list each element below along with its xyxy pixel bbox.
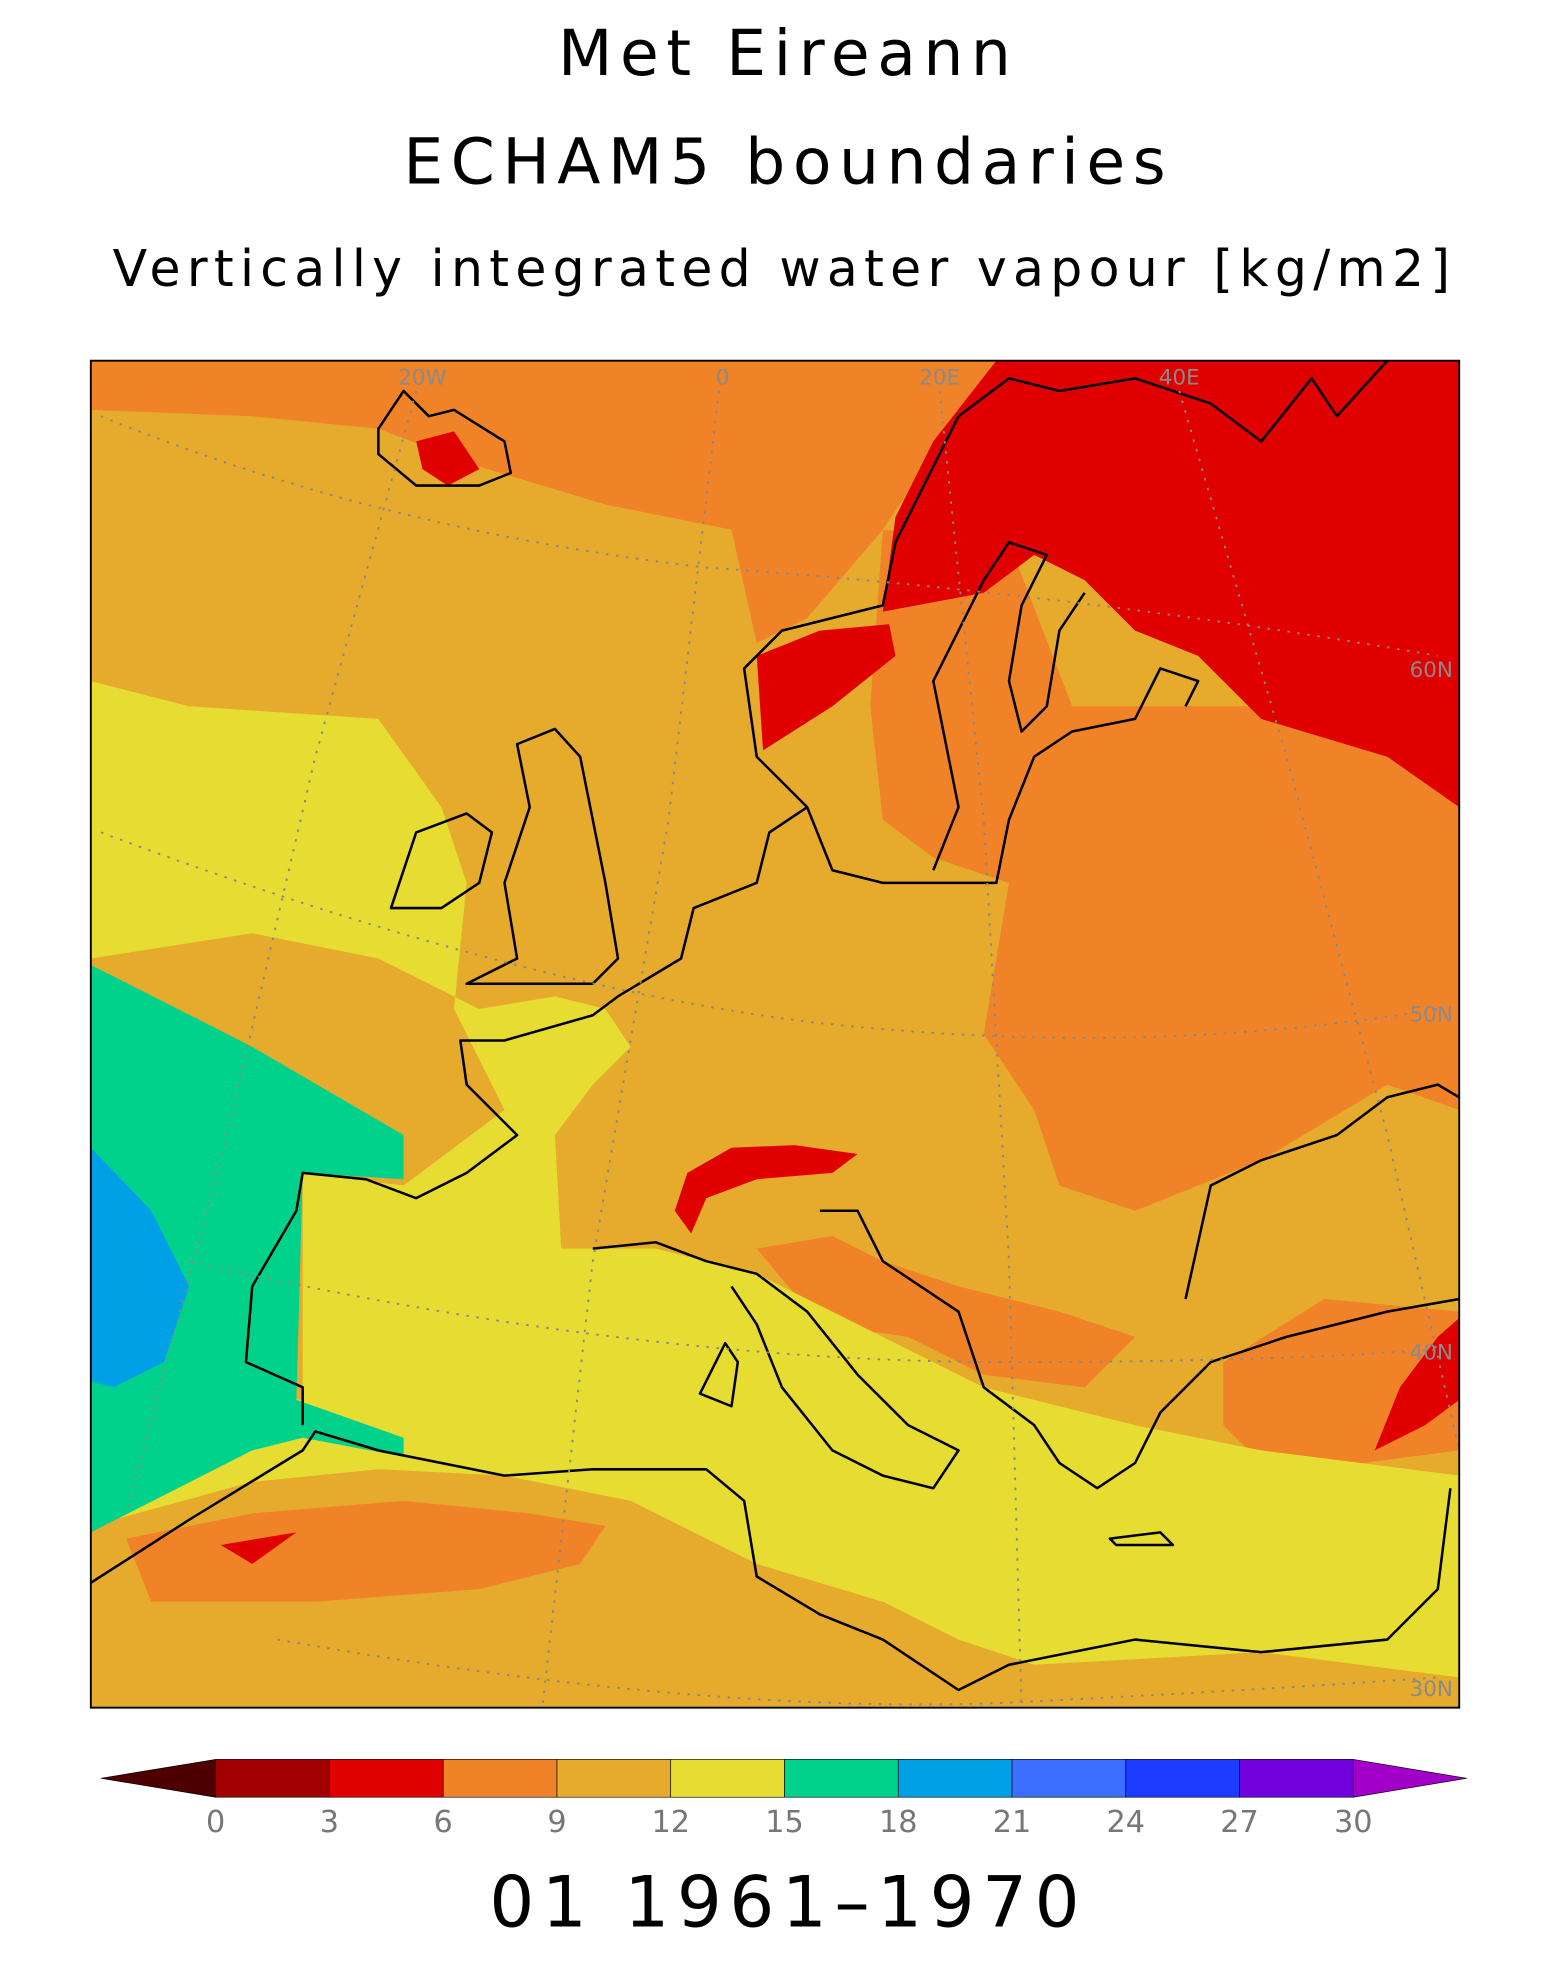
title: Met Eireann: [558, 16, 1018, 90]
colorbar-tick-label: 21: [993, 1805, 1031, 1840]
colorbar-segment: [1011, 1759, 1127, 1798]
lon-label: 20E: [919, 365, 960, 390]
colorbar-tick-label: 3: [320, 1805, 339, 1840]
colorbar-tick-label: 6: [434, 1805, 453, 1840]
colorbar-segment: [897, 1759, 1013, 1798]
map-field: [90, 360, 1460, 1708]
colorbar-segment: [784, 1759, 899, 1798]
colorbar-tick-label: 9: [547, 1805, 566, 1840]
colorbar-tick-label: 18: [879, 1805, 918, 1840]
colorbar-tick-label: 0: [206, 1805, 225, 1840]
colorbar-segment: [215, 1759, 330, 1798]
colorbar-segment: [1125, 1759, 1240, 1798]
colorbar-tick-label: 30: [1334, 1805, 1373, 1840]
colorbar-segment: [442, 1759, 558, 1798]
lat-label: 40N: [1410, 1340, 1453, 1365]
grid-labels: 20W 0 20E 40E 60N 50N 40N 30N: [398, 365, 1453, 1702]
map-frame: [89, 359, 1461, 1709]
colorbar-low: [100, 1759, 216, 1798]
lat-label: 60N: [1410, 658, 1453, 683]
colorbar-tick-label: 27: [1220, 1805, 1259, 1840]
lat-label: 50N: [1410, 1002, 1453, 1027]
colorbar-tick-label: 15: [765, 1805, 803, 1840]
lon-label: 0: [716, 365, 730, 390]
subtitle: ECHAM5 boundaries: [403, 125, 1173, 199]
lon-label: 20W: [398, 365, 446, 390]
colorbar-high: [1352, 1759, 1467, 1798]
variable: Vertically integrated water vapour [kg/m…: [113, 239, 1457, 298]
period: 01 1961–1970: [489, 1860, 1087, 1943]
colorbar-tick-label: 24: [1107, 1805, 1145, 1840]
colorbar-segment: [556, 1759, 672, 1798]
colorbar: 0 3 6 9 12 15 18 21 24 27 30: [100, 1759, 1467, 1840]
colorbar-segment: [670, 1759, 785, 1798]
colorbar-segment: [1239, 1759, 1354, 1798]
lat-label: 30N: [1410, 1677, 1453, 1702]
lon-label: 40E: [1159, 365, 1200, 390]
colorbar-segment: [329, 1759, 444, 1798]
colorbar-tick-label: 12: [651, 1805, 689, 1840]
